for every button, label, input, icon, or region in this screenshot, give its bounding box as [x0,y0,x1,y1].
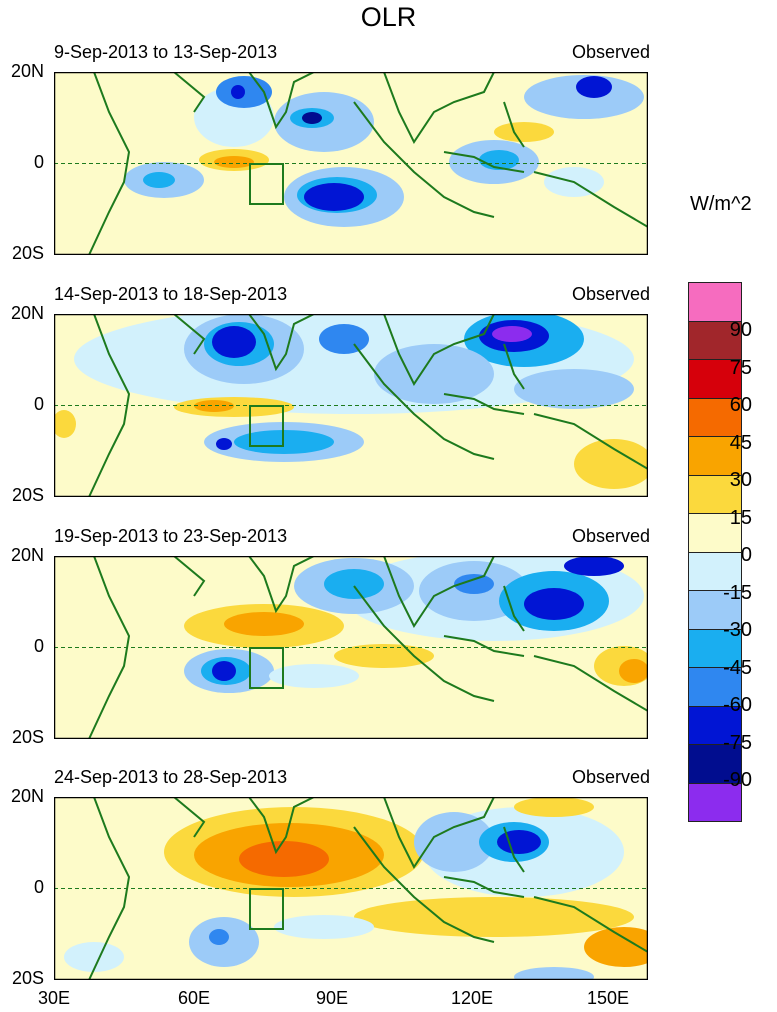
colorbar-label: 75 [729,357,752,379]
colorbar-label: 90 [729,319,752,341]
colorbar-box [688,282,742,322]
lat-label-0: 0 [33,877,44,897]
colorbar-box [688,668,742,707]
panel-observed-label: Observed [571,526,650,546]
panel-observed-label: Observed [571,42,650,62]
units-label: W/m^2 [690,193,752,215]
colorbar-box [688,437,742,476]
lon-label-90e: 90E [315,988,349,1008]
lat-label-0: 0 [33,636,44,656]
lon-label-120e: 120E [450,988,494,1008]
colorbar-label: -90 [723,769,752,791]
lat-label-20s: 20S [11,727,44,747]
lat-label-20n: 20N [10,545,44,565]
colorbar-box [688,514,742,553]
colorbar-label: 0 [740,544,752,566]
colorbar-box [688,360,742,399]
colorbar-label: -75 [723,732,752,754]
panel-period-label: 14-Sep-2013 to 18-Sep-2013 [54,284,288,304]
colorbar-label: 45 [729,432,752,454]
colorbar-box [688,321,742,360]
colorbar-label: -45 [723,657,752,679]
lat-label-20n: 20N [10,786,44,806]
olr-map-panel-1 [54,72,648,255]
panel-2: 14-Sep-2013 to 18-Sep-2013 Observed 20N … [0,284,777,527]
colorbar-label: -60 [723,694,752,716]
colorbar-box [688,783,742,822]
lat-label-20s: 20S [11,243,44,263]
lat-label-20n: 20N [10,61,44,81]
panel-period-label: 19-Sep-2013 to 23-Sep-2013 [54,526,288,546]
figure-title: OLR [360,2,417,32]
lat-label-20n: 20N [10,303,44,323]
colorbar-box [688,629,742,668]
colorbar-box [688,552,742,591]
panel-1: 9-Sep-2013 to 13-Sep-2013 Observed 20N 0… [0,42,777,285]
lat-label-0: 0 [33,152,44,172]
colorbar-box [688,591,742,630]
colorbar-label: 60 [729,394,752,416]
colorbar [688,282,742,822]
olr-map-panel-3 [54,556,648,739]
colorbar-label: -30 [723,619,752,641]
lat-label-0: 0 [33,394,44,414]
lon-label-150e: 150E [586,988,630,1008]
colorbar-box [688,706,742,745]
colorbar-label: -15 [723,582,752,604]
lat-label-20s: 20S [11,968,44,988]
panel-observed-label: Observed [571,767,650,787]
panel-period-label: 9-Sep-2013 to 13-Sep-2013 [54,42,278,62]
panel-period-label: 24-Sep-2013 to 28-Sep-2013 [54,767,288,787]
colorbar-label: 15 [729,507,752,529]
lat-label-20s: 20S [11,485,44,505]
olr-map-panel-2 [54,314,648,497]
colorbar-label: 30 [729,469,752,491]
colorbar-box [688,398,742,437]
colorbar-box [688,475,742,514]
lon-label-30e: 30E [37,988,71,1008]
panel-3: 19-Sep-2013 to 23-Sep-2013 Observed 20N … [0,526,777,769]
panel-4: 24-Sep-2013 to 28-Sep-2013 Observed 20N … [0,767,777,1010]
panel-observed-label: Observed [571,284,650,304]
olr-map-panel-4 [54,797,648,980]
colorbar-box [688,745,742,784]
lon-label-60e: 60E [177,988,211,1008]
